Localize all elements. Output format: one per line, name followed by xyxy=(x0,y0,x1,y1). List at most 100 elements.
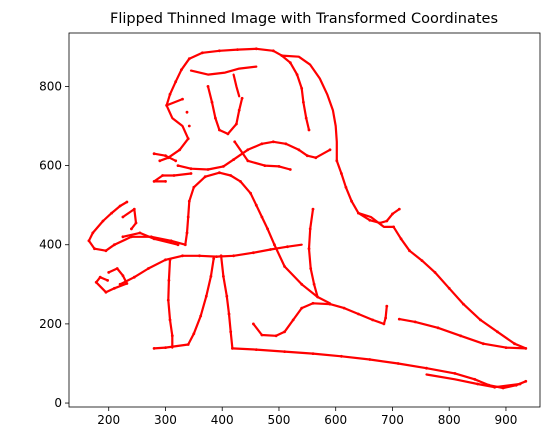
data-point xyxy=(408,249,411,253)
x-tick-label: 200 xyxy=(97,413,120,427)
data-point xyxy=(271,49,275,53)
data-point xyxy=(368,358,372,361)
data-point xyxy=(186,343,190,346)
data-point xyxy=(391,212,394,216)
data-point xyxy=(206,168,210,171)
data-point xyxy=(152,237,156,241)
data-point xyxy=(314,156,318,160)
data-point xyxy=(357,312,360,316)
data-point xyxy=(312,282,316,286)
data-point xyxy=(210,100,214,104)
data-point xyxy=(277,165,281,168)
data-point xyxy=(158,159,162,163)
data-point xyxy=(453,372,457,375)
data-point xyxy=(201,51,204,55)
data-point xyxy=(219,254,223,258)
data-point xyxy=(101,219,105,223)
data-point xyxy=(260,142,264,146)
data-point xyxy=(132,207,136,211)
data-point xyxy=(504,346,508,349)
data-point xyxy=(335,159,339,163)
x-tick-label: 700 xyxy=(381,413,404,427)
plot-frame xyxy=(68,32,541,408)
data-point xyxy=(476,382,479,386)
data-point xyxy=(209,275,213,278)
data-point xyxy=(161,174,165,177)
data-point xyxy=(229,330,233,334)
data-point xyxy=(130,235,133,239)
data-point xyxy=(473,377,477,381)
data-point xyxy=(237,108,241,112)
data-point xyxy=(246,148,250,152)
data-point xyxy=(121,235,125,239)
data-point xyxy=(436,326,440,330)
data-point xyxy=(113,286,116,290)
data-point xyxy=(174,80,178,84)
data-point xyxy=(302,100,305,104)
data-point xyxy=(368,218,372,222)
data-point xyxy=(316,295,319,299)
data-point xyxy=(392,225,395,229)
data-point xyxy=(214,116,217,120)
data-point xyxy=(239,180,242,183)
outline-stroke-7 xyxy=(252,302,388,337)
data-point xyxy=(501,386,505,390)
data-point xyxy=(185,231,189,235)
data-point xyxy=(218,49,221,53)
data-point xyxy=(104,290,108,294)
data-point xyxy=(176,164,180,168)
data-point xyxy=(350,199,353,203)
data-point xyxy=(260,215,264,219)
data-point xyxy=(152,152,156,156)
data-point xyxy=(113,243,116,247)
data-point xyxy=(300,306,304,310)
outline-stroke-3 xyxy=(236,47,311,132)
data-point xyxy=(397,207,401,211)
data-point xyxy=(98,275,102,279)
data-point xyxy=(134,221,138,225)
data-point xyxy=(235,122,238,126)
data-point xyxy=(233,140,237,144)
data-point xyxy=(149,235,153,239)
data-point xyxy=(240,96,244,100)
outline-stroke-16 xyxy=(167,258,174,349)
data-point xyxy=(87,239,91,243)
data-point xyxy=(425,366,428,370)
data-point xyxy=(399,237,403,241)
data-point xyxy=(174,159,178,163)
data-point xyxy=(187,199,191,203)
data-point xyxy=(396,362,400,365)
data-point xyxy=(121,215,125,219)
outline-stroke-13 xyxy=(119,243,303,286)
data-point xyxy=(481,342,485,346)
data-point xyxy=(420,259,424,262)
data-point xyxy=(104,249,108,253)
data-point xyxy=(447,286,451,290)
data-point xyxy=(168,318,172,322)
data-point xyxy=(167,279,171,282)
data-point xyxy=(344,185,348,189)
data-point xyxy=(152,347,156,350)
data-point xyxy=(479,318,482,322)
data-point xyxy=(218,128,221,132)
chart-title: Flipped Thinned Image with Transformed C… xyxy=(110,11,498,27)
data-point xyxy=(170,334,174,338)
data-point xyxy=(311,301,315,305)
data-point xyxy=(260,333,264,337)
data-point xyxy=(181,254,184,258)
data-point xyxy=(186,215,190,219)
thinned-outline-drawing xyxy=(87,47,527,390)
data-point xyxy=(514,383,518,387)
data-point xyxy=(225,294,229,298)
data-point xyxy=(169,239,173,243)
data-point xyxy=(246,159,250,163)
data-point xyxy=(168,92,172,96)
data-point xyxy=(382,322,386,326)
data-point xyxy=(118,282,122,286)
data-point xyxy=(304,116,308,120)
data-point xyxy=(280,54,284,57)
data-point xyxy=(222,165,225,168)
data-point xyxy=(115,267,119,270)
